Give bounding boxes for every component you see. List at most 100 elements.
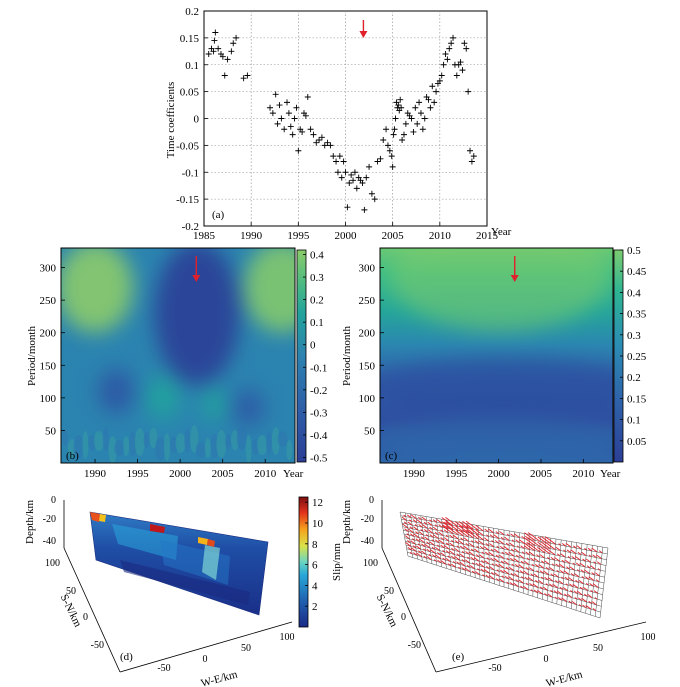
panel-e-ytick: -50	[408, 640, 421, 651]
panel-e-slip-vector	[454, 540, 459, 544]
panel-e-slip-vector	[506, 557, 510, 561]
panel-e-slip-vector	[495, 531, 500, 535]
panel-e-slip-vector	[475, 571, 481, 576]
panel-e-slip-vector	[412, 545, 417, 549]
panel-a-data-point	[383, 126, 390, 133]
panel-e-slip-vector	[429, 534, 434, 538]
panel-a-data-point	[450, 34, 457, 41]
panel-e-slip-vector	[413, 526, 419, 531]
panel-a-data-point	[307, 126, 314, 133]
panel-e-slip-vector	[550, 573, 554, 577]
panel-d-ytick: 100	[45, 558, 60, 569]
panel-e-slip-vector	[513, 573, 519, 578]
panel-b-xtick-label: 1990	[84, 468, 107, 480]
panel-e-slip-vector	[567, 556, 571, 559]
panel-e-slip-vector	[513, 557, 520, 563]
panel-e-slip-vector	[527, 542, 540, 553]
panel-a-data-point	[399, 137, 406, 143]
panel-e-slip-vector	[512, 582, 519, 588]
panel-b-colorbar-label: -0.3	[310, 407, 328, 419]
panel-d-colorbar-ticks: 12 10 8 6 4 2	[305, 497, 324, 613]
panel-e-ytick: 100	[363, 558, 378, 569]
panel-e-slip-vector	[506, 533, 510, 537]
panel-e-slip-vector	[539, 586, 544, 590]
panel-e-slip-vector	[521, 551, 525, 554]
panel-e-slip-vector	[574, 573, 580, 578]
panel-a-data-point	[380, 137, 387, 143]
panel-a-data-point	[267, 104, 274, 111]
panel-a-data-point	[363, 174, 370, 181]
panel-e-slip-vector	[463, 537, 469, 542]
panel-b-short-period-texture	[257, 435, 268, 455]
panel-a-data-point	[453, 72, 460, 79]
panel-e-slip-vector	[585, 558, 591, 563]
panel-e-slip-vector	[573, 590, 578, 594]
panel-a-data-point	[429, 83, 436, 90]
panel-e-slip-vector	[559, 570, 565, 574]
panel-e-slip-vector	[443, 529, 449, 533]
panel-c-xtick-label: 2010	[572, 468, 595, 480]
panel-a-data-point	[327, 142, 334, 149]
panel-c-ytick-label: 200	[359, 328, 376, 340]
panel-b-colorbar-label: 0.1	[310, 317, 324, 329]
panel-e-slip-vector	[538, 564, 545, 569]
panel-a-ytick-label: -0.2	[182, 221, 199, 233]
panel-a-data-point	[461, 40, 468, 47]
panel-e-slip-vector	[459, 561, 466, 567]
panel-a-ytick-label: -0.1	[182, 167, 199, 179]
panel-a-data-point	[318, 134, 325, 141]
panel-e-slip-vector	[431, 546, 436, 550]
panel-d-ztick: -20	[43, 514, 56, 525]
panel-e-slip-vector	[459, 553, 465, 558]
panel-c-ytick-label: 250	[359, 295, 376, 307]
panel-b-short-period-texture	[196, 442, 206, 458]
panel-e-slip-vector	[475, 562, 480, 567]
panel-b-short-period-texture	[155, 437, 166, 461]
panel-a-data-point	[419, 126, 426, 133]
panel-a-data-point	[295, 147, 302, 154]
panel-e-slip-vector	[596, 554, 602, 560]
panel-e-ylabel: S-N/km	[374, 592, 400, 629]
panel-e-slip-vector	[449, 534, 454, 539]
panel-e-slip-vector	[472, 562, 475, 565]
panel-b-xlabel: Year	[283, 468, 304, 480]
panel-e-slip-vector	[595, 579, 600, 583]
panel-e-slip-vector	[488, 575, 495, 580]
panel-a-xtick-label: 2000	[335, 230, 358, 242]
panel-b-colorbar-label: -0.2	[310, 385, 327, 397]
panel-a-data-point	[278, 115, 285, 122]
panel-c-xtick-label: 2005	[530, 468, 553, 480]
panel-e-slip-vector	[500, 560, 505, 564]
panel-a-data-point	[427, 104, 434, 111]
panel-a-xlabel: Year	[491, 226, 512, 238]
panel-e-slip-vector	[499, 554, 505, 559]
panel-e-slip-vector	[558, 563, 565, 569]
panel-e-slip-vector	[581, 576, 585, 579]
panel-b-red-arrowhead	[192, 275, 201, 282]
panel-e-slip-vector	[540, 576, 544, 580]
panel-e-slip-vector	[584, 569, 590, 575]
panel-e-slip-vector	[481, 560, 485, 564]
panel-e-slip-vector	[449, 542, 455, 547]
panel-e-slip-vector	[426, 556, 432, 561]
panel-e-slip-vector	[518, 564, 525, 569]
panel-e-slip-vector	[484, 528, 489, 533]
panel-e-slip-vector	[541, 536, 551, 544]
panel-e-slip-vector	[591, 601, 597, 606]
panel-d-xtick: 0	[203, 654, 208, 665]
panel-e-xtick: -50	[488, 663, 501, 674]
panel-b-heat-feature	[243, 248, 295, 333]
panel-e-slip-vector	[478, 562, 485, 568]
panel-e-slip-vector	[413, 533, 420, 539]
panel-a-data-point	[281, 126, 288, 133]
panel-e-slip-vector	[424, 543, 431, 549]
panel-e-slip-vector	[572, 562, 576, 565]
panel-e-slip-vector	[442, 549, 446, 553]
panel-e-slip-vector	[442, 525, 454, 534]
panel-a-data-point	[310, 131, 317, 138]
panel-e-slip-vector	[531, 563, 535, 567]
panel-d-colorbar-label: 12	[312, 497, 323, 509]
panel-e-slip-vector	[489, 534, 494, 538]
panel-e-slip-vector	[434, 524, 438, 527]
panel-c-ylabel: Period/month	[341, 326, 353, 386]
